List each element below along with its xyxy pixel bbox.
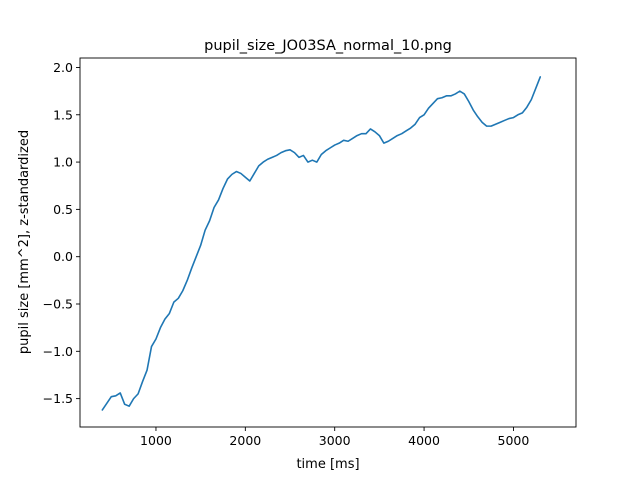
chart-title: pupil_size_JO03SA_normal_10.png bbox=[204, 38, 452, 54]
y-tick-label: −1.5 bbox=[43, 391, 73, 406]
axes-frame bbox=[79, 57, 577, 428]
y-tick-label: 0.5 bbox=[53, 202, 73, 217]
series-line-0 bbox=[101, 76, 542, 411]
x-tick-label: 3000 bbox=[319, 433, 351, 448]
plot-area: 1000 2000 3000 4000 5000 −1.5 −1.0 −0.5 0.0 0.5 1.… bbox=[43, 57, 577, 448]
y-axis-label: pupil size [mm^2], z-standardized bbox=[17, 130, 32, 354]
x-tick-label: 4000 bbox=[408, 433, 440, 448]
y-tick-label: 0.0 bbox=[53, 249, 73, 264]
x-axis-label: time [ms] bbox=[296, 457, 359, 472]
y-tick-label: 1.0 bbox=[53, 155, 73, 170]
y-tick-label: −1.0 bbox=[43, 344, 73, 359]
x-tick-label: 2000 bbox=[229, 433, 261, 448]
x-tick-label: 1000 bbox=[140, 433, 172, 448]
y-tick-label: 1.5 bbox=[53, 107, 73, 122]
y-tick-label: 2.0 bbox=[53, 60, 73, 75]
y-tick-label: −0.5 bbox=[43, 297, 73, 312]
x-tick-label: 5000 bbox=[498, 433, 530, 448]
